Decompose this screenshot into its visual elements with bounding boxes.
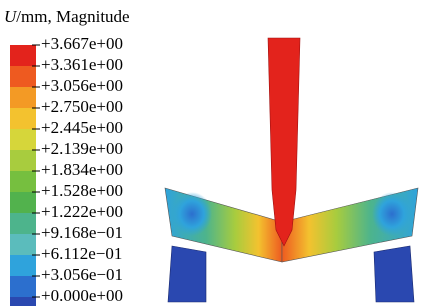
punch (268, 38, 300, 246)
colorbar-band (10, 87, 36, 108)
colorbar-label: +1.528e+00 (41, 181, 123, 200)
colorbar-label: +3.361e+00 (41, 55, 123, 74)
colorbar-label: +2.750e+00 (41, 97, 123, 116)
colorbar-band (10, 297, 36, 306)
contour-spot (172, 192, 212, 236)
colorbar-label: +0.000e+00 (41, 286, 123, 305)
colorbar-label: +3.056e+00 (41, 76, 123, 95)
support-right (374, 246, 414, 302)
colorbar-label: +9.168e−01 (41, 223, 123, 242)
colorbar: +3.667e+00 +3.361e+00 +3.056e+00 +2.750e+00… (10, 34, 123, 306)
colorbar-band (10, 129, 36, 150)
colorbar-band (10, 150, 36, 171)
legend-title: U/mm, Magnitude (4, 7, 130, 26)
contour-spot (372, 192, 412, 236)
colorbar-band (10, 213, 36, 234)
legend-title-text: /mm, Magnitude (16, 7, 129, 26)
figure: U/mm, Magnitude +3.667e+00 +3.361e+00 +3.0… (0, 0, 422, 306)
colorbar-band (10, 234, 36, 255)
colorbar-label: +6.112e−01 (41, 244, 122, 263)
colorbar-label: +1.222e+00 (41, 202, 123, 221)
colorbar-band (10, 108, 36, 129)
colorbar-band (10, 192, 36, 213)
colorbar-band (10, 171, 36, 192)
colorbar-label: +3.667e+00 (41, 34, 123, 53)
colorbar-band (10, 45, 36, 66)
colorbar-label: +2.139e+00 (41, 139, 123, 158)
colorbar-band (10, 66, 36, 87)
colorbar-label: +1.834e+00 (41, 160, 123, 179)
colorbar-label: +3.056e−01 (41, 265, 123, 284)
support-left (168, 246, 206, 302)
colorbar-label: +2.445e+00 (41, 118, 123, 137)
colorbar-band (10, 276, 36, 297)
specimen (165, 38, 418, 302)
colorbar-band (10, 255, 36, 276)
